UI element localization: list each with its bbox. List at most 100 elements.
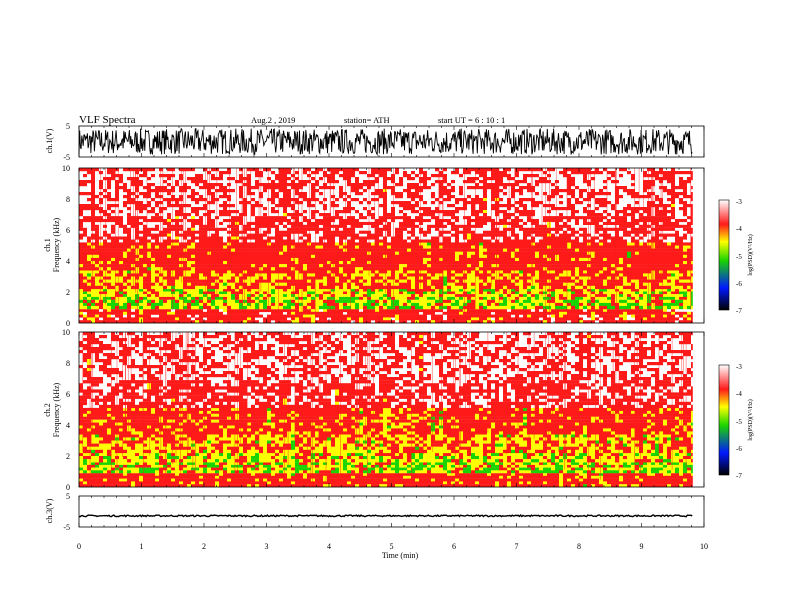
spectrogram-cell [467, 248, 471, 252]
spectrogram-cell [499, 296, 503, 300]
spectrogram-cell [363, 296, 367, 300]
spectrogram-cell [571, 230, 575, 234]
spectrogram-cell [447, 279, 451, 283]
spectrogram-cell [427, 288, 431, 292]
spectrogram-cell [395, 273, 399, 277]
spectrogram-cell [187, 285, 191, 290]
spectrogram-cell [331, 317, 335, 321]
spectrogram-cell [671, 276, 675, 280]
spectrogram-cell [435, 294, 439, 297]
spectrogram-cell [83, 279, 87, 283]
spectrogram-cell [315, 257, 319, 262]
spectrogram-cell [555, 251, 559, 255]
spectrogram-cell [279, 267, 283, 271]
spectrogram-cell [483, 296, 487, 300]
spectrogram-cell [687, 302, 691, 307]
spectrogram-cell [343, 251, 347, 255]
spectrogram-cell [543, 233, 547, 237]
spectrogram-cell [247, 305, 251, 310]
spectrogram-cell [327, 245, 331, 249]
spectrogram-cell [547, 242, 551, 246]
spectrogram-cell [147, 311, 151, 315]
spectrogram-cell [295, 309, 299, 313]
spectrogram-cell [203, 279, 207, 283]
spectrogram-cell [487, 254, 491, 259]
spectrogram-cell [439, 248, 443, 252]
spectrogram-cell [635, 248, 639, 252]
spectrogram-cell [243, 242, 247, 246]
spectrogram-cell [79, 227, 83, 231]
spectrogram-cell [651, 309, 655, 313]
spectrogram-cell [267, 245, 271, 249]
spectrogram-cell [303, 294, 307, 297]
spectrogram-cell [395, 294, 399, 297]
spectrogram-cell [675, 317, 679, 321]
spectrogram-cell [127, 309, 131, 313]
spectrogram-cell [611, 320, 615, 324]
spectrogram-cell [267, 251, 271, 255]
spectrogram-cell [251, 296, 255, 300]
spectrogram-cell [515, 245, 519, 249]
spectrogram-cell [679, 254, 683, 259]
spectrogram-cell [347, 279, 351, 283]
spectrogram-cell [239, 291, 243, 295]
spectrogram-cell [215, 314, 219, 318]
spectrogram-cell [275, 245, 279, 249]
spectrogram-cell [375, 291, 379, 295]
spectrogram-cell [295, 270, 299, 274]
spectrogram-cell [603, 267, 607, 271]
spectrogram-cell [575, 257, 579, 262]
spectrogram-cell [507, 317, 511, 321]
spectrogram-cell [671, 311, 675, 315]
spectrogram-cell [411, 230, 415, 234]
spectrogram-cell [691, 294, 693, 297]
spectrogram-cell [571, 294, 575, 297]
spectrogram-cell [591, 254, 595, 259]
spectrogram-cell [563, 251, 567, 255]
spectrogram-cell [487, 302, 491, 307]
spectrogram-cell [363, 264, 367, 268]
spectrogram-cell [199, 270, 203, 274]
spectrogram-cell [627, 294, 631, 297]
spectrogram-cell [551, 279, 555, 283]
spectrogram-cell [315, 219, 319, 223]
spectrogram-cell [231, 267, 235, 271]
spectrogram-cell [579, 302, 583, 307]
spectrogram-cell [123, 320, 127, 324]
spectrogram-cell [243, 288, 247, 292]
spectrogram-cell [415, 245, 419, 249]
spectrogram-cell [107, 276, 111, 280]
spectrogram-cell [403, 221, 407, 225]
spectrogram-cell [555, 236, 559, 240]
spectrogram-cell [559, 294, 563, 297]
spectrogram-cell [275, 309, 279, 313]
spectrogram-cell [175, 216, 179, 220]
spectrogram-cell [519, 285, 523, 290]
spectrogram-cell [175, 305, 179, 310]
spectrogram-cell [115, 221, 119, 225]
spectrogram-cell [395, 254, 399, 259]
spectrogram-cell [571, 273, 575, 277]
spectrogram-cell [95, 270, 99, 274]
spectrogram-cell [87, 285, 91, 290]
spectrogram-cell [155, 254, 159, 259]
spectrogram-cell [143, 236, 147, 240]
spectrogram-cell [419, 314, 423, 318]
spectrogram-cell [595, 264, 599, 268]
spectrogram-cell [191, 273, 195, 277]
spectrogram-cell [407, 279, 411, 283]
spectrogram-cell [303, 314, 307, 318]
spectrogram-cell [399, 264, 403, 268]
spectrogram-cell [303, 264, 307, 268]
spectrogram-cell [619, 257, 623, 262]
spectrogram-cell [419, 299, 423, 304]
spectrogram-cell [647, 248, 651, 252]
spectrogram-cell [359, 221, 363, 225]
spectrogram-cell [95, 305, 99, 310]
spectrogram-cell [331, 305, 335, 310]
spectrogram-cell [607, 254, 611, 259]
spectrogram-cell [135, 248, 139, 252]
spectrogram-cell [303, 309, 307, 313]
spectrogram-cell [415, 314, 419, 318]
spectrogram-cell [439, 221, 443, 225]
